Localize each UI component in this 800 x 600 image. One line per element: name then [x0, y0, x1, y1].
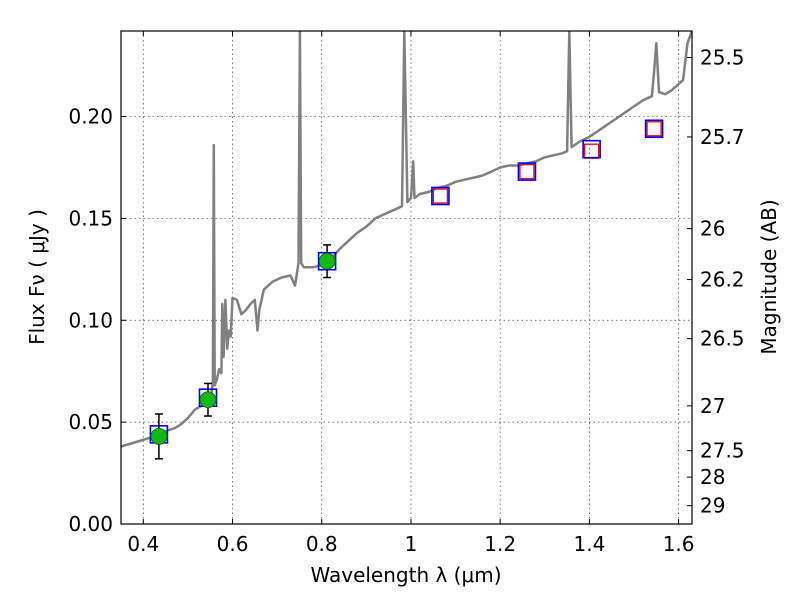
x-tick-label: 0.8 — [306, 532, 338, 556]
y-right-axis-title: Magnitude (AB) — [757, 199, 781, 354]
y-right-tick-label: 25.7 — [700, 125, 745, 149]
observed-flux-point — [150, 428, 168, 445]
markers — [149, 119, 664, 460]
x-tick-label: 0.6 — [217, 532, 249, 556]
y-right-tick-label: 27 — [700, 394, 725, 418]
model-flux-square — [644, 119, 664, 139]
x-axis-title: Wavelength λ (μm) — [310, 563, 501, 587]
model-flux-square — [431, 186, 450, 206]
y-right-tick-label: 26 — [700, 217, 725, 241]
observed-flux-point — [199, 391, 217, 409]
predicted-flux-square — [519, 163, 535, 180]
x-tick-label: 1 — [405, 532, 418, 556]
y-right-tick-label: 27.5 — [700, 439, 745, 463]
y-tick-label: 0.05 — [68, 410, 113, 434]
ticks: 0.4 0.6 0.8 1 1.2 1.4 1.6 0.00 0.05 0.10 0.15 0.20 2… — [68, 31, 745, 556]
y-tick-label: 0.00 — [68, 512, 113, 536]
x-tick-label: 0.4 — [127, 532, 159, 556]
predicted-flux-square — [432, 188, 449, 204]
plot-frame — [120, 30, 693, 525]
predicted-flux-square — [646, 121, 662, 137]
y-tick-label: 0.10 — [68, 308, 113, 332]
y-right-tick-label: 26.5 — [700, 327, 745, 351]
y-tick-label: 0.15 — [68, 206, 113, 230]
y-tick-label: 0.20 — [68, 105, 113, 129]
y-axis-title: Flux Fν ( μJy ) — [25, 209, 49, 345]
x-tick-label: 1.6 — [663, 532, 695, 556]
y-right-tick-label: 26.2 — [700, 268, 745, 292]
model-flux-square — [582, 139, 601, 159]
x-tick-label: 1.4 — [573, 532, 605, 556]
x-tick-label: 1.2 — [484, 532, 516, 556]
model-spectrum-line — [121, 31, 692, 448]
model-flux-square — [517, 162, 537, 181]
y-right-tick-label: 29 — [700, 494, 725, 518]
y-right-tick-label: 28 — [700, 465, 725, 489]
y-right-tick-label: 25.5 — [700, 45, 745, 69]
observed-flux-point — [318, 252, 336, 270]
